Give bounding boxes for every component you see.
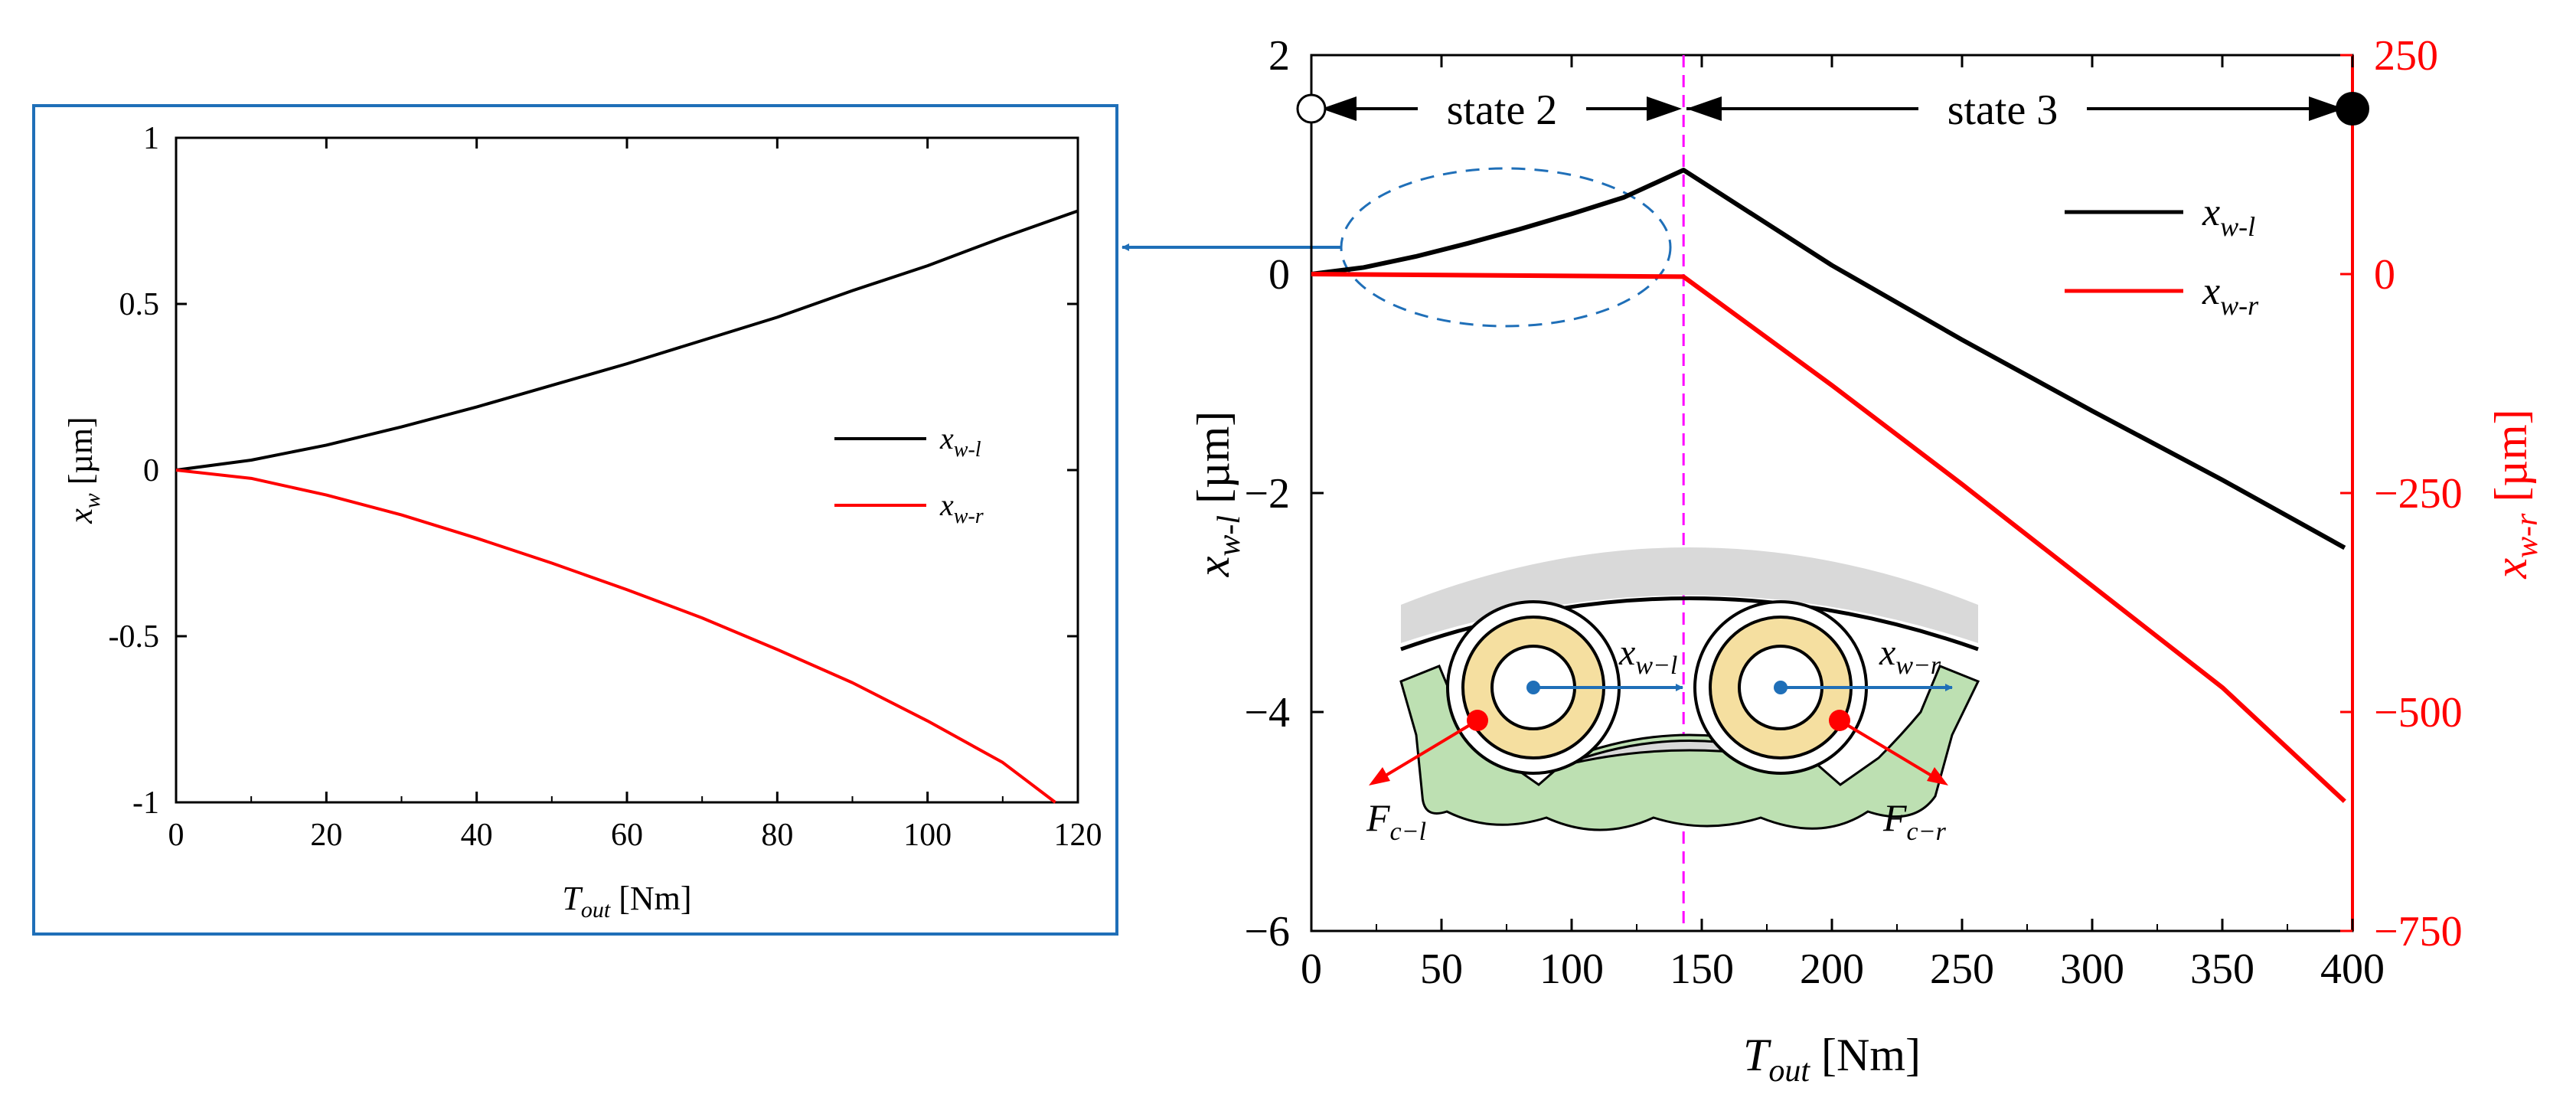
force-right-label: Fc−r bbox=[1882, 796, 1947, 846]
state-3-right-arrowhead bbox=[2309, 96, 2344, 121]
main-left-y-tick-label: 0 bbox=[1268, 251, 1290, 299]
main-right-y-tick-label: −750 bbox=[2374, 908, 2463, 955]
inset-x-tick-label: 20 bbox=[310, 818, 342, 853]
main-series-line-x_w-r bbox=[1311, 272, 2346, 803]
mechanism-diagram: xw−l xw−r Fc−l Fc−r bbox=[1366, 547, 1980, 846]
state-3-left-arrowhead bbox=[1686, 96, 1722, 121]
state-start-open-marker bbox=[1296, 93, 1327, 124]
state-2-label: state 2 bbox=[1447, 87, 1558, 134]
main-right-y-tick-label: −500 bbox=[2374, 689, 2463, 737]
main-right-y-axis-label: xw-r [µm] bbox=[2486, 409, 2545, 579]
inset-x-tick-label: 60 bbox=[611, 818, 643, 853]
main-x-tick-label: 350 bbox=[2190, 946, 2254, 993]
inset-frame bbox=[32, 104, 1118, 936]
inset-legend-label-red: xw-r bbox=[939, 488, 984, 528]
main-legend-label-black: xw-l bbox=[2202, 191, 2255, 242]
inset-x-axis-label: Tout [Nm] bbox=[562, 880, 691, 923]
inset-y-tick-label: 1 bbox=[143, 121, 159, 156]
main-x-tick-label: 150 bbox=[1670, 946, 1734, 993]
main-x-tick-label: 200 bbox=[1800, 946, 1864, 993]
force-left-label: Fc−l bbox=[1366, 796, 1426, 846]
disp-left-label: xw−l bbox=[1618, 632, 1677, 680]
main-x-tick-label: 100 bbox=[1539, 946, 1604, 993]
inset-y-axis-label: xw [µm] bbox=[62, 416, 105, 524]
main-left-y-tick-label: 2 bbox=[1268, 32, 1290, 80]
main-series-line-x_w-l bbox=[1311, 168, 2346, 550]
outer-shell bbox=[1401, 547, 1978, 643]
inset-legend-label-black: xw-l bbox=[939, 421, 981, 462]
main-x-tick-label: 400 bbox=[2320, 946, 2385, 993]
main-legend-label-red: xw-r bbox=[2202, 269, 2259, 321]
force-left-arrowhead bbox=[1369, 767, 1390, 785]
inset-y-tick-label: 0.5 bbox=[119, 287, 160, 322]
main-right-y-tick-label: 250 bbox=[2374, 32, 2438, 80]
disp-right-label: xw−r bbox=[1879, 632, 1941, 680]
main-x-tick-label: 50 bbox=[1420, 946, 1463, 993]
main-x-tick-label: 0 bbox=[1301, 946, 1322, 993]
inset-series-line-x_w-r bbox=[175, 469, 1056, 804]
inset-x-tick-label: 120 bbox=[1054, 818, 1102, 853]
state-2-label-bg bbox=[1418, 78, 1586, 133]
main-left-y-tick-label: −4 bbox=[1244, 689, 1290, 737]
inset-x-tick-label: 100 bbox=[903, 818, 952, 853]
state-2-left-arrowhead bbox=[1321, 96, 1357, 121]
main-x-axis-label: Tout [Nm] bbox=[1743, 1030, 1921, 1089]
main-left-y-axis-label: xw-l [µm] bbox=[1188, 411, 1247, 578]
main-x-tick-label: 250 bbox=[1930, 946, 1994, 993]
inset-y-tick-label: 0 bbox=[143, 453, 159, 488]
main-left-y-tick-label: −2 bbox=[1244, 470, 1290, 518]
force-left-arrow bbox=[1373, 719, 1479, 784]
force-right-arrowhead bbox=[1927, 767, 1948, 785]
inset-x-tick-label: 40 bbox=[461, 818, 493, 853]
state-2-right-arrowhead bbox=[1647, 96, 1682, 121]
inset-x-tick-label: 0 bbox=[168, 818, 184, 853]
force-right-arrow bbox=[1838, 719, 1944, 784]
main-x-tick-label: 300 bbox=[2060, 946, 2124, 993]
inset-plot-area bbox=[175, 136, 1079, 804]
main-plot-layer: 0 50 100 150 200 250 300 350 400 2 0 −2 −4 −6 250 0 −250… bbox=[1244, 32, 2462, 993]
inset-x-tick-label: 80 bbox=[761, 818, 793, 853]
main-right-y-tick-label: −250 bbox=[2374, 470, 2463, 518]
state-3-label: state 3 bbox=[1948, 87, 2059, 134]
state-3-label-bg bbox=[1918, 78, 2087, 133]
inset-series-line-x_w-l bbox=[175, 209, 1079, 472]
inset-y-tick-label: -0.5 bbox=[109, 619, 160, 655]
inset-y-tick-label: -1 bbox=[132, 785, 159, 821]
zoom-region-ellipse bbox=[1340, 167, 1672, 328]
inset-plot-layer: 0 20 40 60 80 100 120 1 0.5 0 -0.5 -1 bbox=[109, 121, 1102, 853]
main-right-y-tick-label: 0 bbox=[2374, 251, 2395, 299]
state-end-filled-marker bbox=[2336, 92, 2369, 126]
main-left-y-tick-label: −6 bbox=[1244, 908, 1290, 955]
